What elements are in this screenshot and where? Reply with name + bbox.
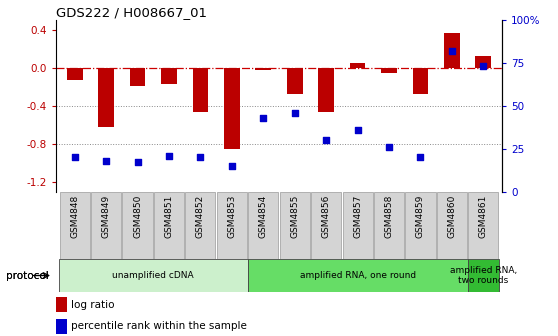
- Point: [290, 110, 299, 115]
- Text: GSM4848: GSM4848: [70, 195, 79, 238]
- Bar: [287, 68, 302, 94]
- Text: GSM4856: GSM4856: [321, 195, 331, 238]
- Bar: [374, 192, 404, 259]
- Bar: [98, 68, 114, 127]
- Text: GSM4860: GSM4860: [448, 195, 456, 238]
- Bar: [343, 192, 373, 259]
- Text: GSM4849: GSM4849: [102, 195, 110, 238]
- Point: [259, 115, 268, 121]
- Point: [165, 153, 174, 158]
- Bar: [56, 297, 67, 312]
- Text: GSM4853: GSM4853: [227, 195, 237, 238]
- Bar: [60, 192, 90, 259]
- Text: protocol: protocol: [6, 270, 49, 281]
- Bar: [280, 192, 310, 259]
- Bar: [256, 68, 271, 70]
- Point: [70, 155, 79, 160]
- Text: percentile rank within the sample: percentile rank within the sample: [71, 322, 247, 331]
- Bar: [444, 33, 460, 68]
- Bar: [122, 192, 153, 259]
- Bar: [475, 56, 491, 68]
- Bar: [437, 192, 467, 259]
- Text: amplified RNA,
two rounds: amplified RNA, two rounds: [450, 266, 517, 285]
- Text: GDS222 / H008667_01: GDS222 / H008667_01: [56, 6, 207, 19]
- Bar: [56, 319, 67, 334]
- Text: protocol: protocol: [6, 270, 49, 281]
- Text: GSM4854: GSM4854: [259, 195, 268, 238]
- Bar: [405, 192, 436, 259]
- Point: [227, 163, 236, 168]
- Bar: [381, 68, 397, 73]
- Bar: [185, 192, 215, 259]
- Bar: [217, 192, 247, 259]
- Point: [322, 137, 331, 143]
- Point: [196, 155, 205, 160]
- Point: [133, 160, 142, 165]
- Bar: [248, 259, 468, 292]
- Bar: [224, 68, 240, 149]
- Bar: [154, 192, 184, 259]
- Text: GSM4861: GSM4861: [479, 195, 488, 238]
- Text: GSM4852: GSM4852: [196, 195, 205, 238]
- Bar: [129, 68, 146, 86]
- Bar: [248, 192, 278, 259]
- Text: amplified RNA, one round: amplified RNA, one round: [300, 271, 416, 280]
- Text: GSM4850: GSM4850: [133, 195, 142, 238]
- Text: GSM4857: GSM4857: [353, 195, 362, 238]
- Text: GSM4851: GSM4851: [165, 195, 174, 238]
- Bar: [468, 192, 498, 259]
- Point: [384, 144, 393, 150]
- Text: unamplified cDNA: unamplified cDNA: [113, 271, 194, 280]
- Bar: [193, 68, 208, 112]
- Point: [448, 48, 456, 54]
- Bar: [161, 68, 177, 84]
- Bar: [59, 259, 248, 292]
- Bar: [350, 63, 365, 68]
- Point: [353, 127, 362, 132]
- Text: GSM4859: GSM4859: [416, 195, 425, 238]
- Point: [416, 155, 425, 160]
- Text: GSM4858: GSM4858: [384, 195, 393, 238]
- Text: GSM4855: GSM4855: [290, 195, 299, 238]
- Point: [479, 64, 488, 69]
- Bar: [318, 68, 334, 112]
- Bar: [67, 68, 83, 80]
- Bar: [468, 259, 499, 292]
- Bar: [311, 192, 341, 259]
- Point: [102, 158, 110, 163]
- Bar: [91, 192, 121, 259]
- Bar: [412, 68, 429, 94]
- Text: log ratio: log ratio: [71, 300, 115, 309]
